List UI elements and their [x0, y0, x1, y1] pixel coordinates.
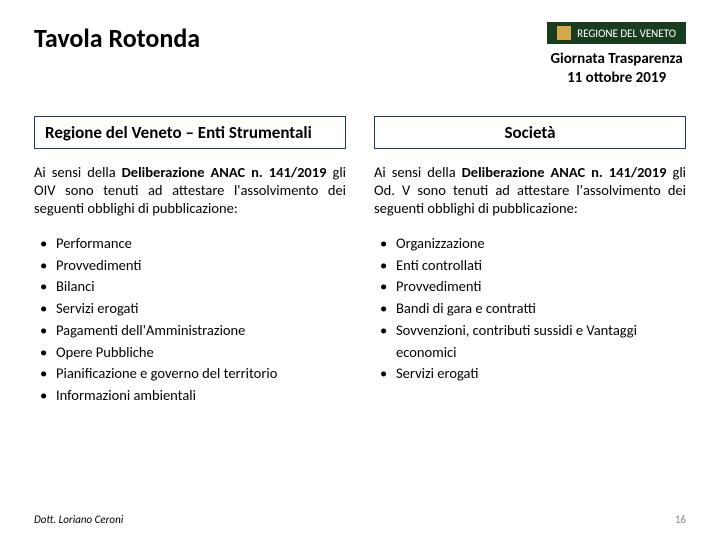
right-header: Società — [374, 116, 686, 149]
event-line1: Giornata Trasparenza — [547, 50, 686, 69]
list-item: Enti controllati — [374, 255, 686, 277]
list-item: Provvedimenti — [34, 255, 346, 277]
regione-logo: REGIONE DEL VENETO — [547, 22, 686, 44]
left-column: Regione del Veneto – Enti Strumentali Ai… — [34, 116, 346, 407]
right-p1: Ai sensi della — [374, 163, 462, 181]
list-item: Pianificazione e governo del territorio — [34, 363, 346, 385]
list-item: Pagamenti dell'Amministrazione — [34, 320, 346, 342]
list-item: Performance — [34, 233, 346, 255]
right-column: Società Ai sensi della Deliberazione ANA… — [374, 116, 686, 407]
logo-block: REGIONE DEL VENETO Giornata Trasparenza … — [547, 22, 686, 88]
left-header: Regione del Veneto – Enti Strumentali — [34, 116, 346, 149]
list-item: Sovvenzioni, contributi sussidi e Vantag… — [374, 320, 686, 364]
left-list: PerformanceProvvedimentiBilanciServizi e… — [34, 233, 346, 407]
list-item: Organizzazione — [374, 233, 686, 255]
footer: Dott. Loriano Ceroni 16 — [34, 513, 686, 526]
lion-icon — [557, 26, 571, 40]
event-line2: 11 ottobre 2019 — [547, 69, 686, 88]
slide-title: Tavola Rotonda — [34, 22, 200, 54]
right-list: OrganizzazioneEnti controllatiProvvedime… — [374, 233, 686, 385]
footer-author: Dott. Loriano Ceroni — [34, 513, 123, 526]
footer-page: 16 — [675, 513, 686, 526]
left-b1: Deliberazione ANAC n. 141/2019 — [122, 163, 327, 181]
left-paragraph: Ai sensi della Deliberazione ANAC n. 141… — [34, 163, 346, 217]
list-item: Provvedimenti — [374, 276, 686, 298]
list-item: Opere Pubbliche — [34, 342, 346, 364]
list-item: Servizi erogati — [374, 363, 686, 385]
list-item: Bandi di gara e contratti — [374, 298, 686, 320]
left-p1: Ai sensi della — [34, 163, 122, 181]
right-paragraph: Ai sensi della Deliberazione ANAC n. 141… — [374, 163, 686, 217]
right-b1: Deliberazione ANAC n. 141/2019 — [462, 163, 667, 181]
event-info: Giornata Trasparenza 11 ottobre 2019 — [547, 50, 686, 88]
list-item: Informazioni ambientali — [34, 385, 346, 407]
list-item: Bilanci — [34, 276, 346, 298]
logo-text: REGIONE DEL VENETO — [577, 27, 676, 40]
list-item: Servizi erogati — [34, 298, 346, 320]
